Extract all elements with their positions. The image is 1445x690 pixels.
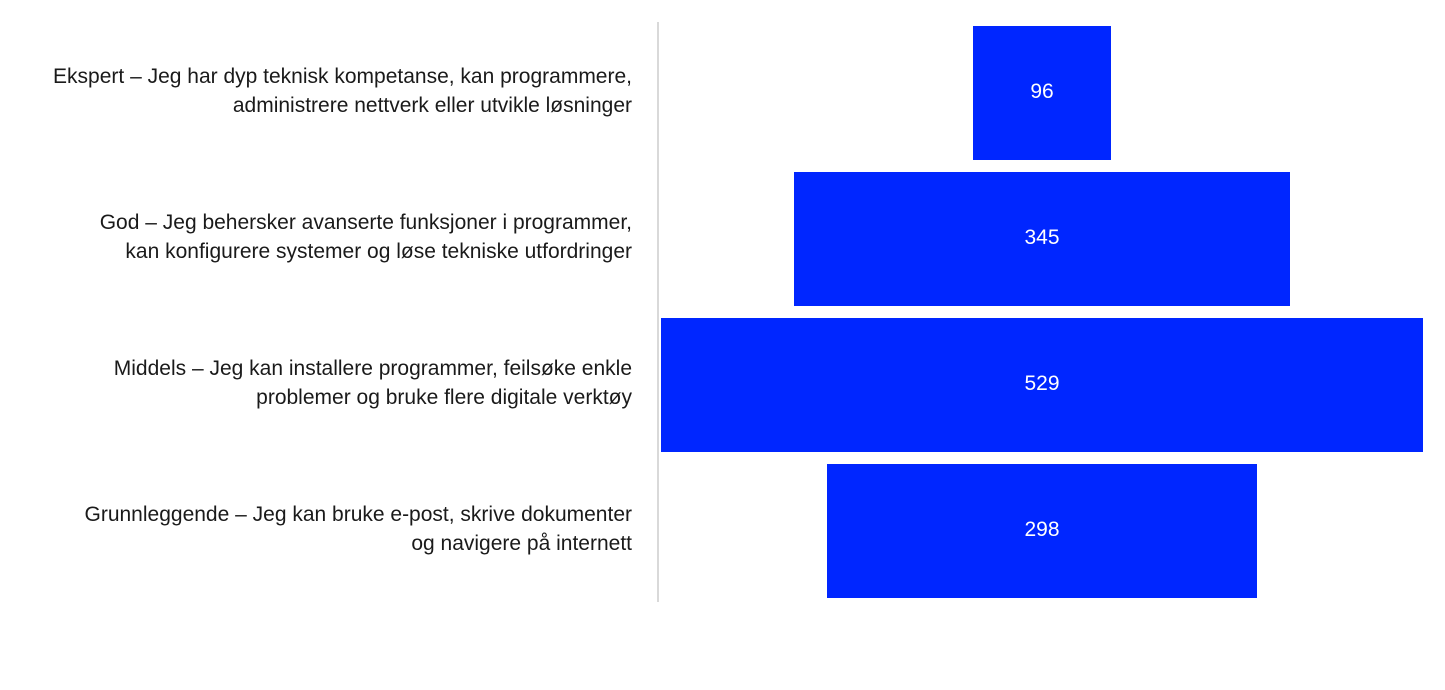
category-label-2: Middels – Jeg kan installere programmer,… bbox=[0, 354, 632, 412]
bar-value-label-0: 96 bbox=[1030, 80, 1054, 103]
category-label-line: God – Jeg behersker avanserte funksjoner… bbox=[99, 211, 632, 234]
category-label-line: Ekspert – Jeg har dyp teknisk kompetanse… bbox=[53, 65, 632, 88]
bar-2 bbox=[661, 318, 1423, 452]
category-axis-line bbox=[657, 22, 659, 602]
bar-3 bbox=[827, 464, 1257, 598]
bar-0 bbox=[972, 26, 1112, 160]
category-label-1: God – Jeg behersker avanserte funksjoner… bbox=[0, 208, 632, 266]
category-label-line: Grunnleggende – Jeg kan bruke e-post, sk… bbox=[84, 503, 633, 526]
category-label-line: administrere nettverk eller utvikle løsn… bbox=[232, 94, 632, 117]
category-label-line: problemer og bruke flere digitale verktø… bbox=[256, 386, 632, 409]
category-label-0: Ekspert – Jeg har dyp teknisk kompetanse… bbox=[0, 62, 632, 120]
bar-value-label-1: 345 bbox=[1024, 226, 1060, 249]
bar-value-label-2: 529 bbox=[1024, 372, 1060, 395]
bar-1 bbox=[793, 172, 1291, 306]
category-label-line: kan konfigurere systemer og løse teknisk… bbox=[125, 240, 632, 263]
category-label-3: Grunnleggende – Jeg kan bruke e-post, sk… bbox=[0, 500, 633, 558]
category-label-line: Middels – Jeg kan installere programmer,… bbox=[113, 357, 632, 380]
bar-value-label-3: 298 bbox=[1024, 518, 1060, 541]
category-label-line: og navigere på internett bbox=[411, 532, 632, 555]
